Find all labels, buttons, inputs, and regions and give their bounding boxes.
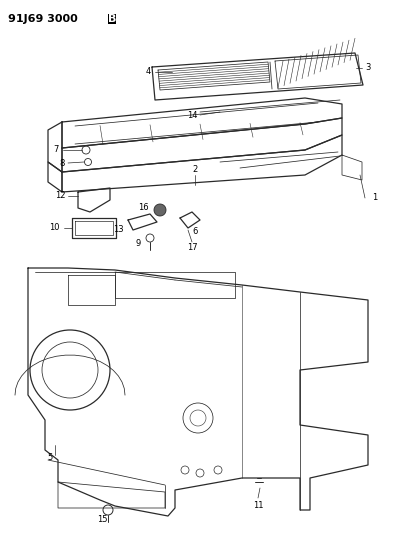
Text: 6: 6	[192, 228, 198, 237]
Text: 91J69 3000: 91J69 3000	[8, 14, 82, 24]
Text: 9: 9	[135, 239, 141, 248]
Text: 8: 8	[59, 158, 65, 167]
Text: 1: 1	[372, 193, 378, 203]
Text: 3: 3	[365, 63, 371, 72]
Text: 2: 2	[193, 166, 198, 174]
Text: 14: 14	[187, 110, 197, 119]
Text: 10: 10	[49, 223, 59, 232]
Circle shape	[154, 204, 166, 216]
Text: B: B	[108, 14, 116, 24]
Text: 15: 15	[97, 515, 107, 524]
Text: 11: 11	[253, 500, 263, 510]
Text: 13: 13	[113, 225, 123, 235]
Text: 5: 5	[47, 454, 53, 463]
Text: 12: 12	[55, 191, 65, 200]
Text: 7: 7	[53, 146, 59, 155]
Text: B: B	[108, 14, 116, 24]
Text: 17: 17	[187, 244, 197, 253]
Text: 16: 16	[138, 204, 148, 213]
Text: 4: 4	[145, 68, 151, 77]
